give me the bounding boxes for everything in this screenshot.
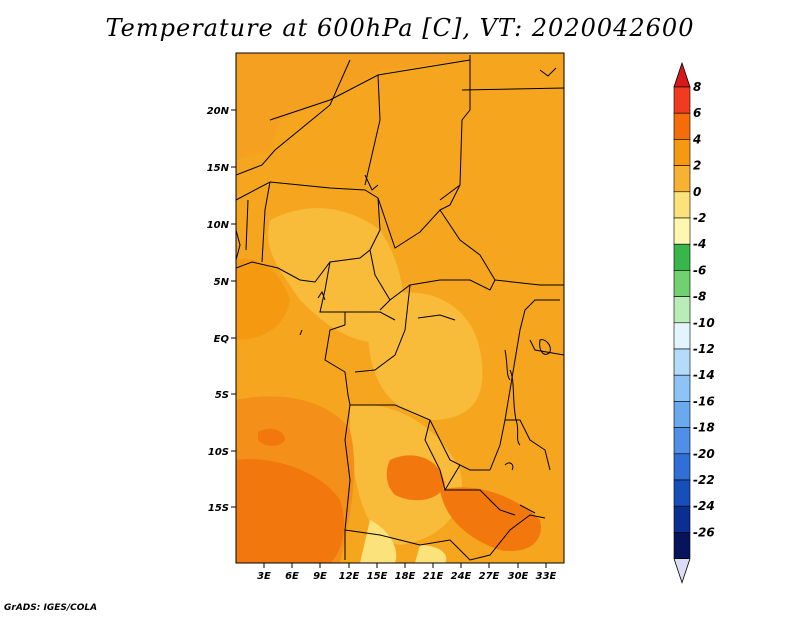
colorbar-swatch xyxy=(673,401,691,428)
map-frame xyxy=(235,52,565,564)
colorbar-swatch xyxy=(673,374,691,402)
colorbar-swatch xyxy=(673,479,691,507)
lat-label: EQ xyxy=(214,334,230,345)
colorbar-label: -26 xyxy=(693,525,715,539)
colorbar-label: -16 xyxy=(693,394,715,408)
colorbar-label: -6 xyxy=(693,263,706,277)
colorbar-swatch xyxy=(673,243,691,271)
lat-label: 15N xyxy=(207,163,230,174)
colorbar-label: 8 xyxy=(693,80,701,94)
colorbar-arrow-top xyxy=(673,61,691,88)
lat-label: 5N xyxy=(214,277,230,288)
lat-labels: 20N 15N 10N 5N EQ 5S 10S 15S xyxy=(207,106,230,514)
colorbar-label: -24 xyxy=(693,499,715,513)
colorbar-swatch xyxy=(673,348,691,376)
colorbar-label: -4 xyxy=(693,237,706,251)
colorbar-swatch xyxy=(673,217,691,245)
colorbar-swatch xyxy=(673,86,691,114)
lon-label: 30E xyxy=(508,571,529,582)
lat-label: 20N xyxy=(207,106,230,117)
lon-label: 3E xyxy=(257,571,271,582)
colorbar-swatch xyxy=(673,270,691,297)
colorbar-label: -20 xyxy=(693,447,715,461)
colorbar-label: 6 xyxy=(693,106,701,120)
map-title: Temperature at 600hPa [C], VT: 202004260… xyxy=(105,14,695,42)
lon-label: 24E xyxy=(451,571,472,582)
colorbar-label: -18 xyxy=(693,421,715,435)
colorbar-label: -10 xyxy=(693,316,715,330)
colorbar-swatch xyxy=(673,296,691,324)
colorbar-label: -12 xyxy=(693,342,715,356)
lon-label: 33E xyxy=(536,571,557,582)
country-borders xyxy=(236,55,564,561)
lon-label: 12E xyxy=(339,571,360,582)
colorbar-swatch xyxy=(673,453,691,481)
lon-label: 15E xyxy=(367,571,388,582)
lon-label: 6E xyxy=(285,571,299,582)
colorbar-label: -2 xyxy=(693,211,706,225)
credit-text: GrADS: IGES/COLA xyxy=(4,603,98,613)
colorbar-swatch xyxy=(673,505,691,533)
colorbar-label: -22 xyxy=(693,473,715,487)
colorbar-swatch xyxy=(673,139,691,166)
lon-label: 9E xyxy=(313,571,327,582)
colorbar-swatch xyxy=(673,322,691,350)
colorbar-arrow-bottom xyxy=(673,558,691,584)
lon-label: 18E xyxy=(395,571,416,582)
colorbar-swatch xyxy=(673,427,691,455)
colorbar-swatch xyxy=(673,532,691,559)
lon-labels: 3E 6E 9E 12E 15E 18E 21E 24E 27E 30E 33E xyxy=(257,571,556,582)
lat-ticks xyxy=(231,109,236,508)
colorbar-label: 2 xyxy=(693,159,701,173)
lat-label: 15S xyxy=(208,503,229,514)
lon-label: 27E xyxy=(479,571,500,582)
lon-label: 21E xyxy=(423,571,444,582)
colorbar-swatch xyxy=(673,191,691,219)
colorbar-label: -14 xyxy=(693,368,715,382)
colorbar-label: 4 xyxy=(692,132,701,146)
lat-label: 10S xyxy=(208,447,229,458)
colorbar-label: -8 xyxy=(693,290,706,304)
colorbar: 8 6 4 2 0 -2 -4 -6 -8 -10 -12 -14 -16 -18 -20 -22 -24 -26 xyxy=(673,61,715,584)
colorbar-swatch xyxy=(673,112,691,140)
lat-label: 5S xyxy=(215,390,229,401)
colorbar-label: 0 xyxy=(693,185,701,199)
lon-ticks xyxy=(263,563,547,568)
lat-label: 10N xyxy=(207,220,230,231)
temperature-field xyxy=(236,53,564,563)
colorbar-swatch xyxy=(673,165,691,193)
